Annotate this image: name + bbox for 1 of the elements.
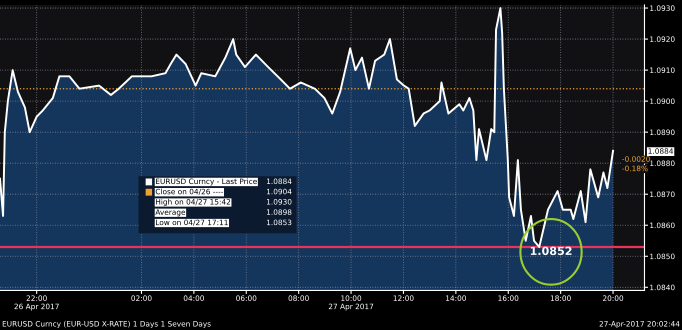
- annotation: 1.0852: [530, 246, 572, 256]
